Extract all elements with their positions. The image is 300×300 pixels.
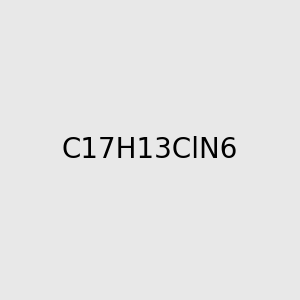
Text: C17H13ClN6: C17H13ClN6 bbox=[62, 136, 238, 164]
